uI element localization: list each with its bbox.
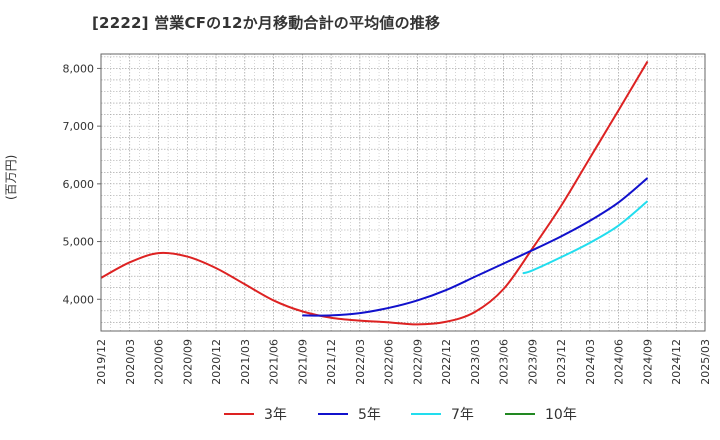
y-tick-label: 8,000 (63, 62, 95, 75)
x-tick-label: 2020/09 (181, 339, 194, 385)
x-tick-label: 2023/09 (526, 339, 539, 385)
x-tick-label: 2023/06 (498, 339, 511, 385)
y-axis-ticks: 4,000 5,000 6,000 7,000 8,000 (63, 62, 101, 306)
y-tick-label: 6,000 (63, 178, 95, 191)
series-line-2 (522, 200, 649, 275)
grid-lines (100, 54, 706, 331)
x-tick-label: 2024/09 (641, 339, 654, 385)
x-axis-ticks: 2019/12 2020/03 2020/06 2020/09 2020/12 2021/… (95, 339, 712, 385)
legend-label: 3年 (264, 407, 287, 423)
series-line-1 (302, 177, 649, 317)
x-tick-label: 2022/06 (383, 339, 396, 385)
series-lines (100, 60, 649, 326)
legend-label: 7年 (451, 407, 474, 423)
y-tick-label: 4,000 (63, 293, 95, 306)
x-tick-label: 2025/03 (699, 339, 712, 385)
x-tick-label: 2024/06 (613, 339, 626, 385)
x-tick-label: 2021/09 (296, 339, 309, 385)
series-line-0 (100, 60, 649, 326)
x-tick-label: 2024/03 (584, 339, 597, 385)
legend: 3年 5年 7年 10年 (224, 407, 577, 423)
x-tick-label: 2020/12 (210, 339, 223, 385)
x-tick-label: 2021/12 (325, 339, 338, 385)
legend-label: 10年 (545, 407, 577, 423)
x-tick-label: 2020/06 (153, 339, 166, 385)
x-tick-label: 2023/12 (555, 339, 568, 385)
x-tick-label: 2024/12 (670, 339, 683, 385)
x-tick-label: 2022/09 (411, 339, 424, 385)
x-tick-label: 2019/12 (95, 339, 108, 385)
chart-title: [2222] 営業CFの12か月移動合計の平均値の推移 (92, 14, 441, 32)
x-tick-label: 2023/03 (469, 339, 482, 385)
x-tick-label: 2021/03 (239, 339, 252, 385)
x-tick-label: 2020/03 (124, 339, 137, 385)
legend-label: 5年 (358, 407, 381, 423)
x-tick-label: 2022/12 (440, 339, 453, 385)
x-tick-label: 2021/06 (268, 339, 281, 385)
y-tick-label: 7,000 (63, 120, 95, 133)
plot-frame (100, 53, 706, 332)
x-tick-label: 2022/03 (354, 339, 367, 385)
y-tick-label: 5,000 (63, 236, 95, 249)
